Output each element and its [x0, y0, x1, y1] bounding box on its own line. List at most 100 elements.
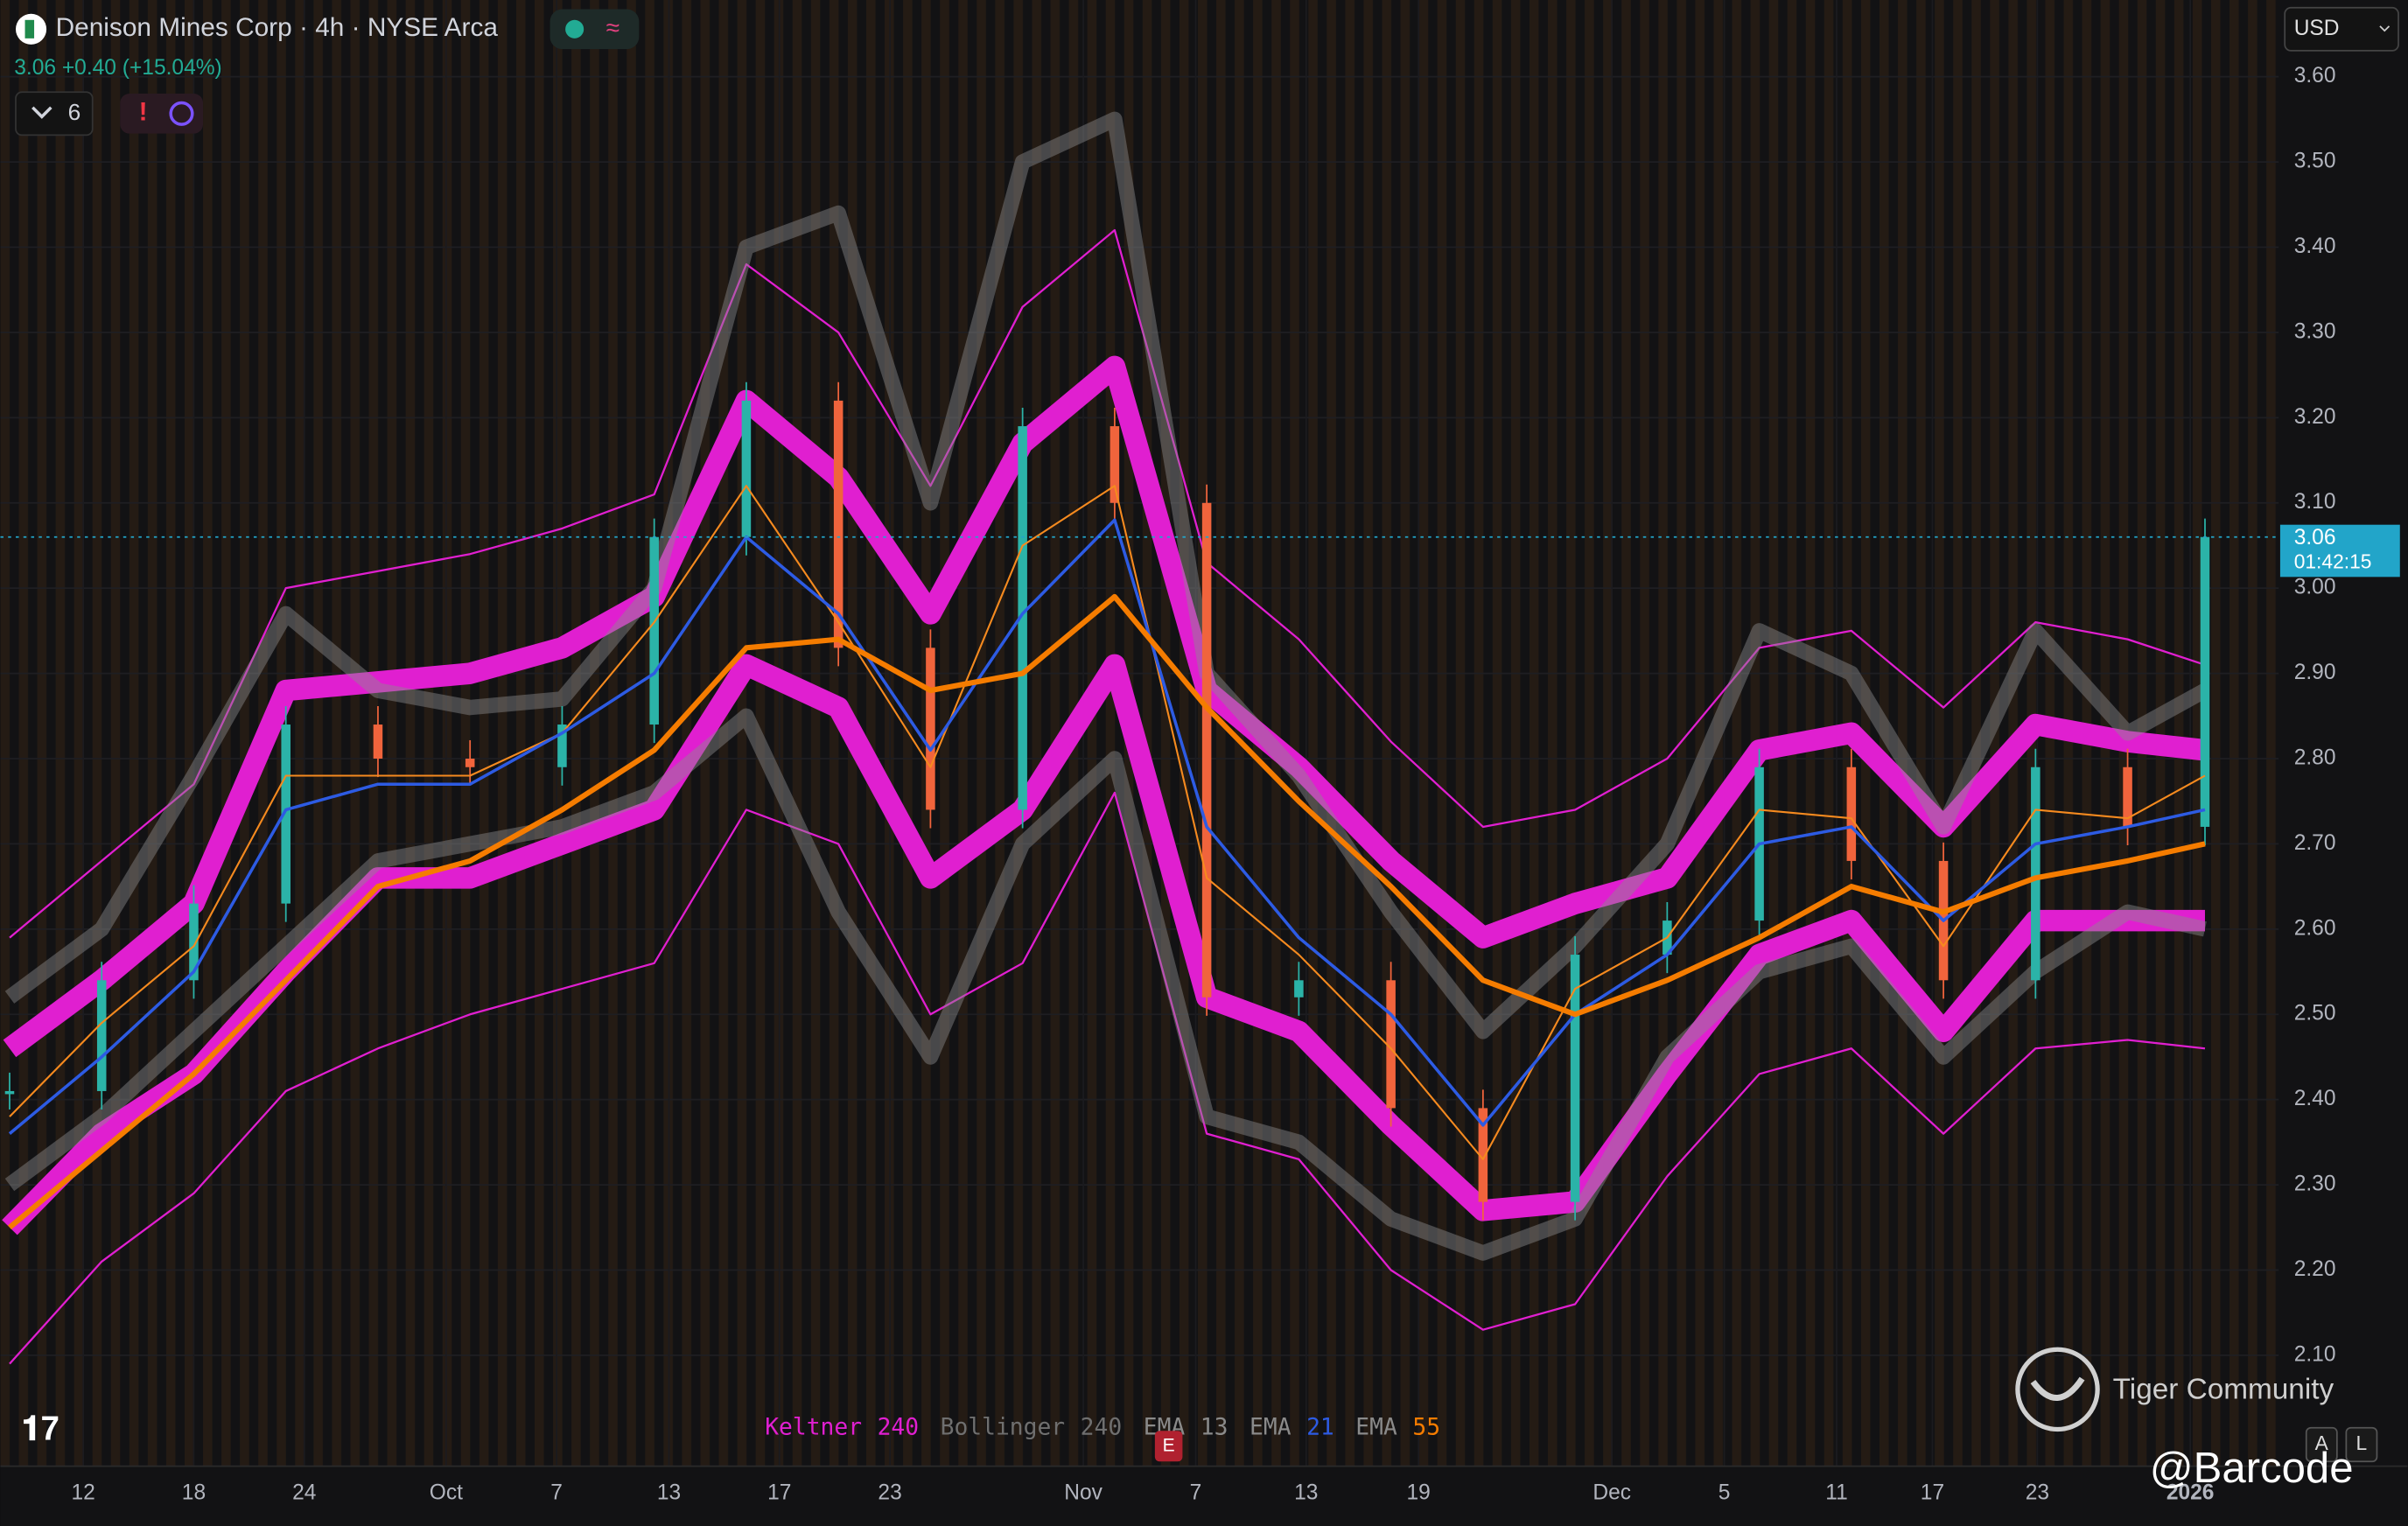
- earnings-badge[interactable]: [1154, 1431, 1183, 1462]
- candle-body: [1570, 955, 1580, 1202]
- ema-line: [8, 593, 2206, 1230]
- watermark: Tiger Community: [2113, 1373, 2334, 1405]
- x-tick-label: Nov: [1064, 1481, 1102, 1505]
- keltner-lower: [2, 654, 2205, 1236]
- log-button[interactable]: [2345, 1426, 2378, 1463]
- x-tick-label: 17: [767, 1481, 791, 1505]
- keltner-outer-lower: [9, 791, 2206, 1365]
- currency-button[interactable]: [2284, 6, 2399, 52]
- legend-length: 13: [1200, 1414, 1228, 1440]
- currency: USD: [2294, 17, 2340, 40]
- currency-chevron: [2379, 25, 2390, 32]
- log-label: L: [2356, 1432, 2368, 1454]
- auto-label: A: [2315, 1432, 2329, 1454]
- candle-body: [649, 536, 659, 725]
- keltner-outer-upper: [9, 228, 2206, 939]
- candle-body: [833, 400, 844, 648]
- candle-body: [1018, 426, 1027, 810]
- x-tick-label: Dec: [1592, 1481, 1631, 1505]
- sync-icon: [169, 101, 194, 126]
- legend: Keltner 240 Bollinger 240 EMA 13 EMA 21 EMA 55: [765, 1414, 1440, 1440]
- candle-body: [465, 759, 475, 767]
- y-tick-label: 3.60: [2294, 64, 2336, 88]
- candle-body: [373, 724, 383, 760]
- bollinger-lower: [4, 708, 2207, 1261]
- ema-line: [9, 485, 2206, 1160]
- y-tick-label: 2.50: [2294, 1002, 2336, 1026]
- watermark-logo: [2015, 1347, 2100, 1432]
- indicator-toggle[interactable]: [15, 91, 94, 136]
- candle-body: [557, 724, 567, 767]
- legend-length: 55: [1412, 1414, 1440, 1440]
- x-tick-label: 5: [1718, 1481, 1731, 1505]
- x-tick-label: 19: [1407, 1481, 1431, 1505]
- y-tick-label: 3.30: [2294, 319, 2336, 343]
- countdown: 01:42:15: [2294, 550, 2372, 573]
- y-tick-label: 2.70: [2294, 831, 2336, 855]
- y-tick-label: 2.80: [2294, 746, 2336, 769]
- candle-body: [1110, 426, 1120, 503]
- ema-line: [8, 518, 2206, 1135]
- x-tick-label: 12: [72, 1481, 95, 1505]
- x-tick-label: 13: [1294, 1481, 1318, 1505]
- tv-logo: 𝟏7: [22, 1410, 60, 1447]
- bollinger-upper: [4, 111, 2209, 1040]
- x-tick-label: 23: [2026, 1481, 2049, 1505]
- candle-body: [281, 724, 290, 904]
- candle-body: [1478, 1108, 1488, 1202]
- watermark-logo-mark: [2030, 1376, 2085, 1401]
- y-tick-label: 2.10: [2294, 1342, 2336, 1366]
- x-tick-label: 17: [1921, 1481, 1944, 1505]
- x-tick-label: 18: [182, 1481, 206, 1505]
- legend-name: EMA: [1355, 1414, 1397, 1440]
- y-tick-label: 3.00: [2294, 576, 2336, 599]
- status-icon: ≈: [606, 14, 620, 41]
- alert-pill[interactable]: [120, 94, 204, 134]
- candle-body: [741, 400, 752, 537]
- legend-length: 240: [1081, 1414, 1123, 1440]
- y-tick-label: 2.90: [2294, 661, 2336, 684]
- candle-body: [96, 980, 107, 1091]
- candle-body: [2123, 766, 2132, 827]
- y-tick-label: 3.10: [2294, 490, 2336, 514]
- logo-mark: [24, 19, 35, 38]
- last-price: 3.06: [14, 56, 56, 80]
- x-tick-label: 7: [550, 1481, 563, 1505]
- indicator-count: 6: [68, 99, 81, 125]
- legend-name: Bollinger: [941, 1414, 1066, 1440]
- x-tick-label: Oct: [430, 1481, 463, 1505]
- price-tag: [2279, 524, 2400, 578]
- x-tick-label: 11: [1825, 1481, 1847, 1505]
- change-percent: (+15.04%): [122, 56, 222, 80]
- y-tick-label: 3.20: [2294, 405, 2336, 429]
- x-tick-label: 24: [292, 1481, 316, 1505]
- candle-body: [1386, 980, 1396, 1109]
- earnings-marker: E: [1163, 1435, 1175, 1455]
- x-tick-label: 2026: [2166, 1481, 2215, 1505]
- chevron: [32, 106, 52, 119]
- change: +0.40: [62, 56, 116, 80]
- y-tick-label: 2.30: [2294, 1172, 2336, 1196]
- y-tick-label: 3.50: [2294, 150, 2336, 173]
- y-tick-label: 2.40: [2294, 1087, 2336, 1110]
- market-status: [565, 19, 584, 38]
- candle-body: [1846, 766, 1857, 861]
- legend-name: EMA: [1250, 1414, 1292, 1440]
- candle-body: [1294, 980, 1304, 998]
- alert-icon: !: [139, 98, 148, 127]
- candle-body: [926, 648, 935, 810]
- auto-button[interactable]: [2305, 1426, 2338, 1463]
- quote: 3.06 +0.40 (+15.04%): [14, 56, 222, 80]
- y-tick-label: 2.60: [2294, 916, 2336, 940]
- candle-body: [4, 1090, 15, 1095]
- status-pill[interactable]: [550, 9, 640, 50]
- candle-body: [189, 903, 199, 981]
- y-tick-label: 2.20: [2294, 1257, 2336, 1281]
- x-tick-label: 13: [657, 1481, 681, 1505]
- legend-length: 240: [878, 1414, 920, 1440]
- x-tick-label: 7: [1190, 1481, 1202, 1505]
- chart-title: Denison Mines Corp · 4h · NYSE Arca: [56, 13, 499, 42]
- candle-body: [2031, 766, 2040, 981]
- x-tick-label: 23: [878, 1481, 901, 1505]
